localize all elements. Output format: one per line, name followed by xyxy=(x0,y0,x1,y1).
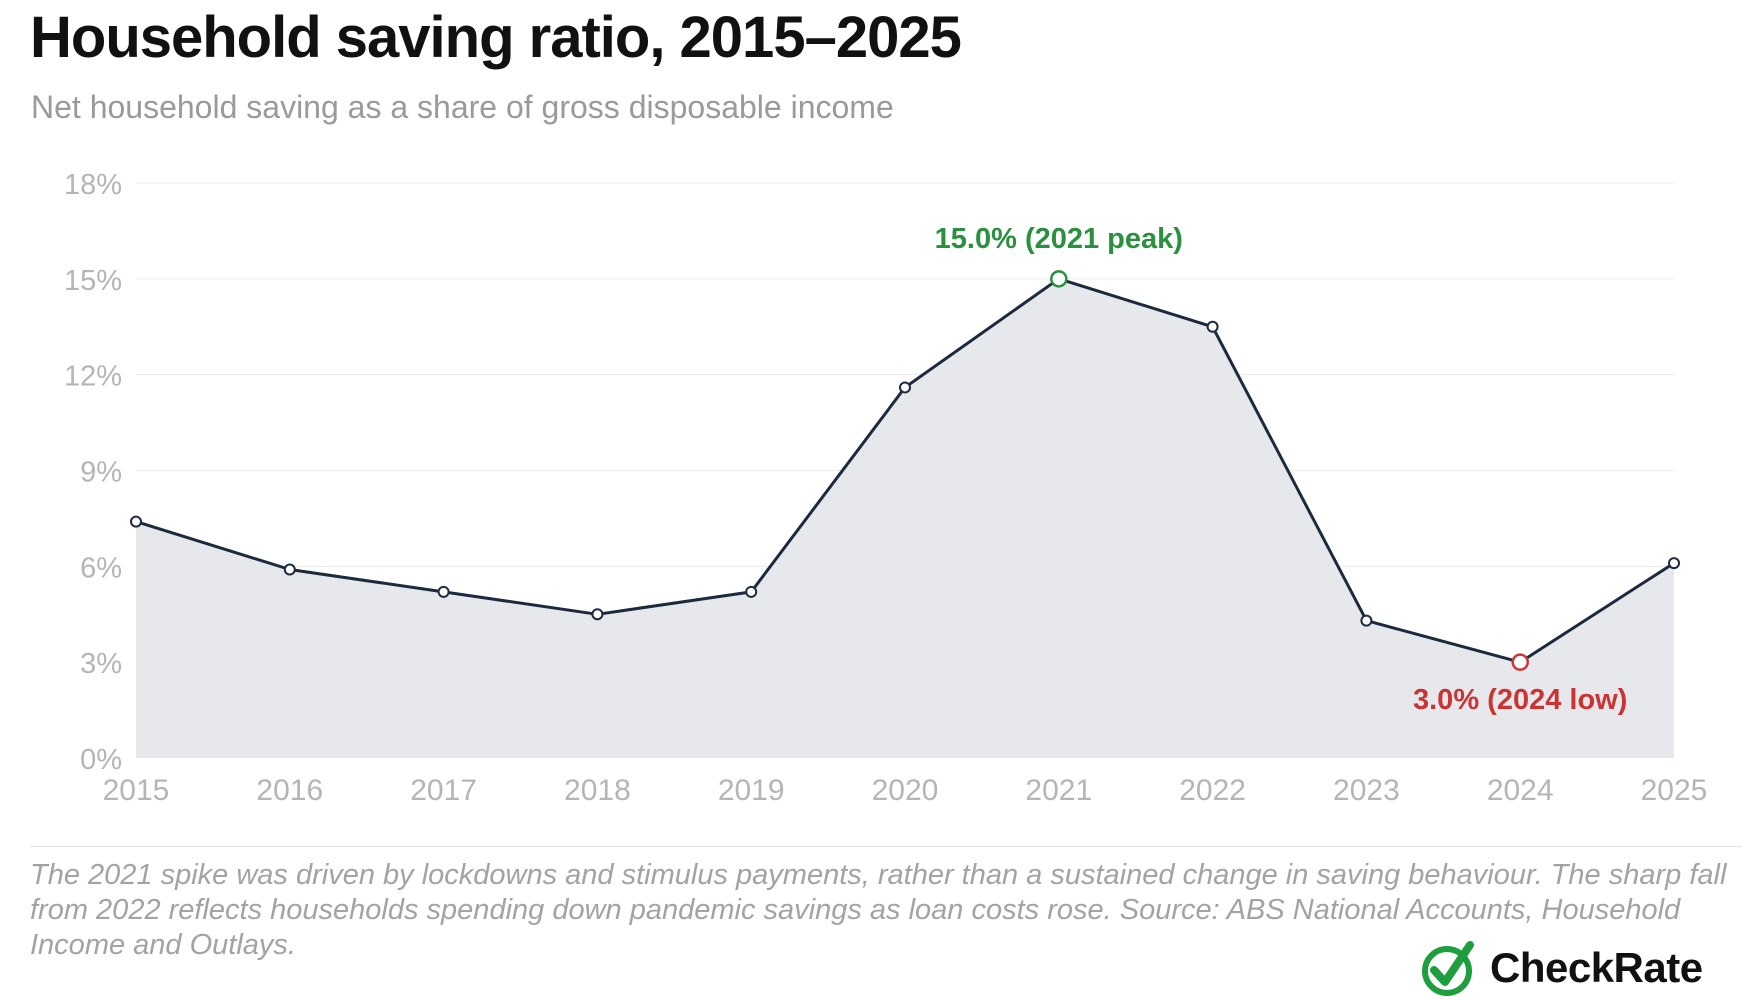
y-axis-ticks: 0% 3% 6% 9% 12% 15% 18% xyxy=(64,169,122,776)
data-point xyxy=(745,585,758,598)
highlight-point xyxy=(1050,270,1068,288)
x-tick-label: 2022 xyxy=(1179,774,1246,807)
annotation-label: 15.0% (2021 peak) xyxy=(935,223,1183,255)
x-tick-label: 2018 xyxy=(564,774,631,807)
x-tick-label: 2025 xyxy=(1641,774,1708,807)
y-tick-label: 15% xyxy=(64,265,122,297)
x-tick-label: 2020 xyxy=(872,774,939,807)
caption-divider xyxy=(30,846,1742,847)
y-tick-label: 12% xyxy=(64,361,122,393)
x-tick-label: 2024 xyxy=(1487,774,1554,807)
source-caption: The 2021 spike was driven by lockdowns a… xyxy=(30,859,1727,961)
annotations: 15.0% (2021 peak) 3.0% (2024 low) xyxy=(935,223,1628,716)
brand-name: CheckRate xyxy=(1490,944,1703,991)
annotation-label: 3.0% (2024 low) xyxy=(1413,684,1627,716)
data-point xyxy=(130,515,142,528)
x-axis-ticks: 2015 2016 2017 2018 2019 2020 2021 2022 2023 2024… xyxy=(103,774,1708,807)
area-fill xyxy=(136,278,1674,758)
y-tick-label: 0% xyxy=(80,744,122,776)
x-tick-label: 2015 xyxy=(103,774,170,807)
x-tick-label: 2016 xyxy=(256,774,323,807)
data-point xyxy=(591,608,604,621)
data-point xyxy=(1360,614,1373,627)
data-point xyxy=(283,563,296,576)
check-circle-icon xyxy=(1422,941,1474,996)
chart-title: Household saving ratio, 2015–2025 xyxy=(30,5,962,70)
brand-logo: CheckRate xyxy=(1420,936,1703,1000)
y-tick-label: 9% xyxy=(80,457,122,489)
y-tick-label: 18% xyxy=(64,169,122,201)
data-point xyxy=(1206,320,1219,333)
x-tick-label: 2019 xyxy=(718,774,785,807)
data-point xyxy=(437,585,450,598)
x-tick-label: 2017 xyxy=(410,774,477,807)
data-points xyxy=(130,270,1680,671)
x-tick-label: 2023 xyxy=(1333,774,1400,807)
data-point xyxy=(899,381,911,394)
highlight-point xyxy=(1511,653,1529,671)
saving-ratio-chart: 0%3%6%9%12%15%18% 2015 2016 2017 2018 2019 20… xyxy=(64,169,1708,807)
y-tick-label: 6% xyxy=(80,552,122,584)
chart-subtitle: Net household saving as a share of gross… xyxy=(31,89,894,125)
data-point xyxy=(1668,557,1680,570)
y-tick-label: 3% xyxy=(80,648,122,680)
x-tick-label: 2021 xyxy=(1025,774,1092,807)
